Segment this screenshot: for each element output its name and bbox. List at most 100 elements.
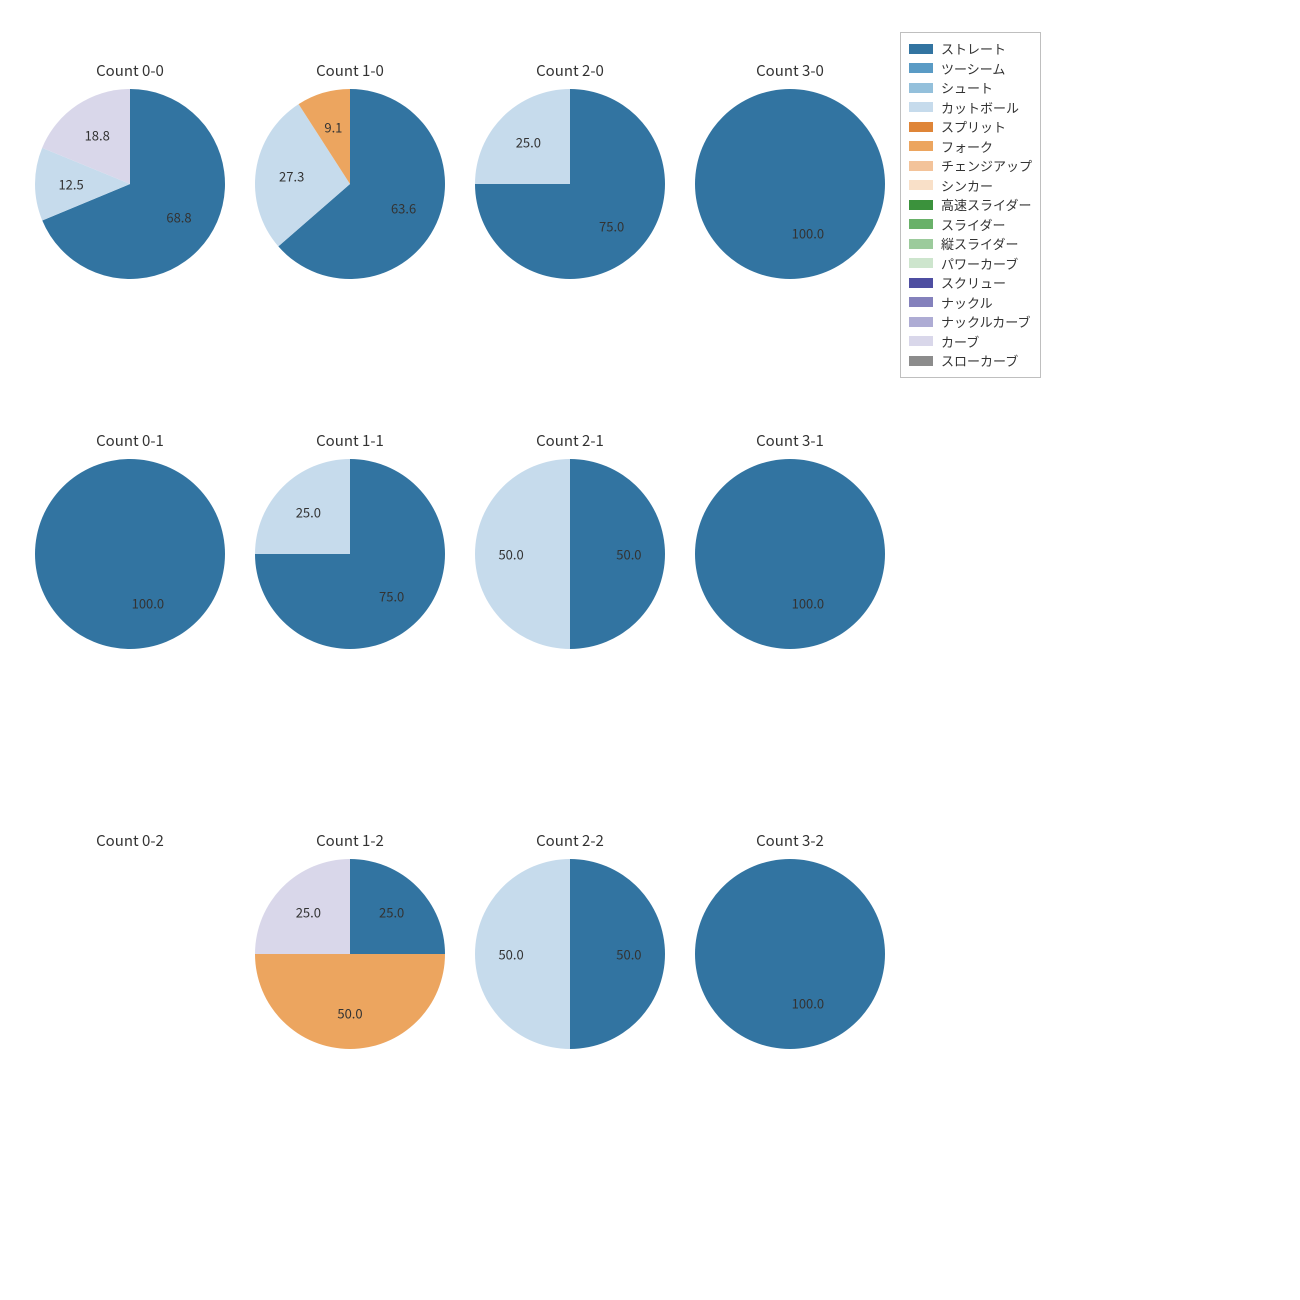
pie-title: Count 1-0 (250, 60, 450, 81)
chart-grid: Count 0-0 68.812.518.8 Count 1-0 63.627.39.… (0, 0, 1300, 1300)
legend-swatch (909, 297, 933, 307)
pie-title: Count 0-1 (30, 430, 230, 451)
pie-slice (570, 859, 665, 1049)
legend-item: チェンジアップ (909, 156, 1032, 176)
legend-swatch (909, 278, 933, 288)
legend-swatch (909, 102, 933, 112)
pie-slice (255, 859, 350, 954)
pie-chart: 68.812.518.8 (35, 89, 225, 279)
legend-swatch (909, 336, 933, 346)
legend-label: 高速スライダー (941, 195, 1031, 215)
legend-label: シュート (941, 78, 993, 98)
pie-cell: Count 0-1 100.0 (30, 430, 230, 649)
pie-cell: Count 2-2 50.050.0 (470, 830, 670, 1049)
pie-title: Count 3-0 (690, 60, 890, 81)
pie-slice (475, 459, 570, 649)
pie-title: Count 2-1 (470, 430, 670, 451)
legend-swatch (909, 180, 933, 190)
legend-swatch (909, 200, 933, 210)
legend-swatch (909, 258, 933, 268)
pie-cell: Count 3-1 100.0 (690, 430, 890, 649)
legend-label: スクリュー (941, 273, 1006, 293)
legend-swatch (909, 83, 933, 93)
pie-chart: 100.0 (35, 459, 225, 649)
pie-cell: Count 2-0 75.025.0 (470, 60, 670, 279)
legend-item: 縦スライダー (909, 234, 1032, 254)
pie-cell: Count 1-0 63.627.39.1 (250, 60, 450, 279)
legend-item: スクリュー (909, 273, 1032, 293)
pie-chart: 100.0 (695, 859, 885, 1049)
legend-swatch (909, 122, 933, 132)
pie-chart: 50.050.0 (475, 859, 665, 1049)
legend: ストレートツーシームシュートカットボールスプリットフォークチェンジアップシンカー… (900, 32, 1041, 378)
legend-label: ツーシーム (941, 59, 1005, 79)
legend-item: ナックル (909, 293, 1032, 313)
legend-item: パワーカーブ (909, 254, 1032, 274)
pie-slice (570, 459, 665, 649)
pie-slice (475, 859, 570, 1049)
pie-title: Count 1-2 (250, 830, 450, 851)
pie-slice (695, 459, 885, 649)
pie-cell: Count 1-1 75.025.0 (250, 430, 450, 649)
legend-item: スプリット (909, 117, 1032, 137)
legend-label: フォーク (941, 137, 993, 157)
legend-swatch (909, 161, 933, 171)
legend-swatch (909, 219, 933, 229)
legend-swatch (909, 317, 933, 327)
pie-chart: 50.050.0 (475, 459, 665, 649)
pie-slice (255, 459, 350, 554)
pie-slice (475, 89, 570, 184)
pie-title: Count 2-0 (470, 60, 670, 81)
legend-label: ナックルカーブ (941, 312, 1030, 332)
pie-title: Count 0-2 (30, 830, 230, 851)
pie-cell: Count 0-2 (30, 830, 230, 1049)
pie-chart: 75.025.0 (475, 89, 665, 279)
pie-slice (255, 954, 445, 1049)
legend-item: スライダー (909, 215, 1032, 235)
legend-swatch (909, 239, 933, 249)
pie-title: Count 1-1 (250, 430, 450, 451)
legend-item: 高速スライダー (909, 195, 1032, 215)
pie-title: Count 2-2 (470, 830, 670, 851)
legend-swatch (909, 356, 933, 366)
pie-title: Count 3-1 (690, 430, 890, 451)
legend-label: スローカーブ (941, 351, 1018, 371)
legend-label: ナックル (941, 293, 993, 313)
pie-cell: Count 0-0 68.812.518.8 (30, 60, 230, 279)
legend-item: ツーシーム (909, 59, 1032, 79)
legend-label: シンカー (941, 176, 993, 196)
legend-item: シュート (909, 78, 1032, 98)
pie-chart: 75.025.0 (255, 459, 445, 649)
pie-chart: 25.050.025.0 (255, 859, 445, 1049)
legend-swatch (909, 141, 933, 151)
legend-item: スローカーブ (909, 351, 1032, 371)
legend-swatch (909, 63, 933, 73)
legend-item: フォーク (909, 137, 1032, 157)
pie-slice (350, 859, 445, 954)
legend-label: スライダー (941, 215, 1005, 235)
pie-cell: Count 3-2 100.0 (690, 830, 890, 1049)
legend-item: シンカー (909, 176, 1032, 196)
pie-cell: Count 3-0 100.0 (690, 60, 890, 279)
legend-item: カットボール (909, 98, 1032, 118)
pie-chart: 100.0 (695, 459, 885, 649)
pie-cell: Count 2-1 50.050.0 (470, 430, 670, 649)
pie-slice (695, 859, 885, 1049)
pie-title: Count 3-2 (690, 830, 890, 851)
legend-item: ナックルカーブ (909, 312, 1032, 332)
legend-label: カーブ (941, 332, 979, 352)
pie-title: Count 0-0 (30, 60, 230, 81)
pie-chart: 100.0 (695, 89, 885, 279)
pie-slice (35, 459, 225, 649)
legend-label: チェンジアップ (941, 156, 1032, 176)
legend-label: スプリット (941, 117, 1006, 137)
pie-chart: 63.627.39.1 (255, 89, 445, 279)
legend-item: カーブ (909, 332, 1032, 352)
legend-label: パワーカーブ (941, 254, 1018, 274)
legend-label: 縦スライダー (941, 234, 1018, 254)
pie-chart (35, 859, 225, 1049)
legend-label: ストレート (941, 39, 1006, 59)
legend-swatch (909, 44, 933, 54)
pie-slice (695, 89, 885, 279)
legend-label: カットボール (941, 98, 1019, 118)
